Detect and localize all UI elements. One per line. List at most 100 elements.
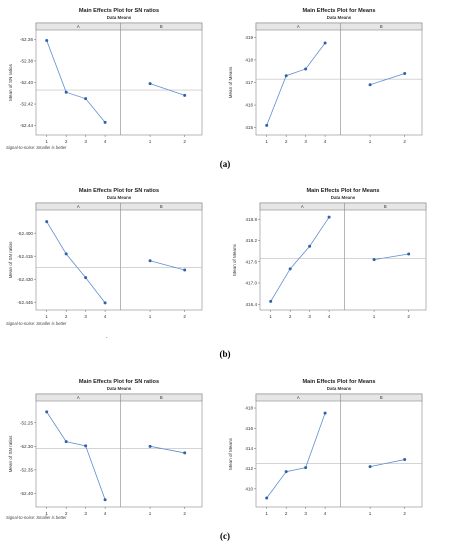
data-point bbox=[327, 215, 331, 219]
series-line bbox=[374, 253, 409, 261]
y-tick-label: -52.445 bbox=[17, 300, 33, 305]
x-tick-label: 3 bbox=[304, 511, 307, 516]
plot-frame bbox=[35, 393, 203, 508]
data-point bbox=[308, 244, 312, 248]
caption-b: (b) bbox=[219, 349, 231, 359]
facet-label: A bbox=[297, 24, 300, 29]
y-tick-label: -52.400 bbox=[17, 231, 33, 236]
chart-title: Main Effects Plot for SN ratios bbox=[79, 379, 159, 385]
y-tick-label: 417 bbox=[245, 80, 253, 85]
y-tick-label: 410 bbox=[245, 486, 253, 491]
y-tick-label: -52.44 bbox=[20, 123, 33, 128]
x-tick-label: 2 bbox=[65, 511, 68, 516]
x-tick-label: 2 bbox=[403, 511, 406, 516]
data-point bbox=[64, 440, 68, 444]
chart-subtitle: Data Means bbox=[327, 386, 352, 391]
x-tick-label: 1 bbox=[45, 139, 48, 144]
y-tick-label: 418 bbox=[245, 406, 253, 411]
data-point bbox=[265, 123, 269, 127]
y-axis-label: Mean of SN ratios bbox=[8, 435, 13, 472]
facet-strip bbox=[255, 393, 423, 402]
x-tick-label: 1 bbox=[45, 511, 48, 516]
facet-label: A bbox=[77, 395, 80, 400]
series-line bbox=[266, 42, 326, 126]
chart-subtitle: Data Means bbox=[107, 15, 132, 20]
x-tick-label: 2 bbox=[285, 511, 288, 516]
facet-strip bbox=[35, 393, 203, 402]
series-line bbox=[369, 73, 405, 86]
data-point bbox=[45, 220, 49, 224]
y-tick-label: -52.415 bbox=[17, 254, 33, 259]
data-point bbox=[84, 97, 88, 101]
y-tick-label: -52.40 bbox=[20, 491, 33, 496]
series-line bbox=[266, 412, 326, 499]
facet-strip bbox=[255, 22, 423, 31]
chart-subtitle: Data Means bbox=[107, 386, 132, 391]
data-point bbox=[84, 444, 88, 448]
data-point bbox=[148, 82, 152, 86]
series-line bbox=[150, 445, 185, 454]
x-tick-label: 1 bbox=[265, 139, 268, 144]
data-point bbox=[64, 252, 68, 256]
y-tick-label: 415 bbox=[245, 125, 253, 130]
x-tick-label: 1 bbox=[149, 511, 152, 516]
facet-label: B bbox=[380, 395, 383, 400]
x-tick-label: 4 bbox=[324, 139, 327, 144]
chart-title: Main Effects Plot for Means bbox=[302, 8, 375, 14]
data-point bbox=[183, 93, 187, 97]
facet-label: A bbox=[297, 395, 300, 400]
data-point bbox=[288, 267, 292, 271]
series-line bbox=[46, 411, 106, 500]
y-tick-label: 416 bbox=[245, 426, 253, 431]
y-tick-label: 418.2 bbox=[246, 238, 258, 243]
caption-c: (c) bbox=[220, 531, 230, 541]
x-tick-label: 2 bbox=[65, 314, 68, 319]
x-tick-label: 2 bbox=[183, 314, 186, 319]
y-tick-label: 417.6 bbox=[246, 259, 258, 264]
data-point bbox=[148, 259, 152, 263]
x-tick-label: 4 bbox=[324, 511, 327, 516]
plot-frame bbox=[259, 202, 427, 311]
series-line bbox=[270, 216, 330, 302]
x-tick-label: 2 bbox=[289, 314, 292, 319]
x-tick-label: 2 bbox=[285, 139, 288, 144]
data-point bbox=[284, 470, 288, 474]
y-tick-label: -52.25 bbox=[20, 420, 33, 425]
facet-label: A bbox=[77, 24, 80, 29]
x-tick-label: 2 bbox=[407, 314, 410, 319]
y-tick-label: -52.38 bbox=[20, 59, 33, 64]
data-point bbox=[103, 120, 107, 124]
data-point bbox=[368, 83, 372, 87]
note-a: Signal-to-noise: Smaller is better bbox=[6, 145, 67, 150]
data-point bbox=[304, 67, 308, 71]
series-line bbox=[149, 83, 185, 96]
chart-subtitle: Data Means bbox=[107, 195, 132, 200]
x-tick-label: 1 bbox=[373, 314, 376, 319]
facet-label: B bbox=[380, 24, 383, 29]
y-axis-label: Mean of Means bbox=[232, 243, 237, 275]
facet-strip bbox=[35, 202, 203, 211]
chart-subtitle: Data Means bbox=[327, 15, 352, 20]
facet-label: B bbox=[160, 395, 163, 400]
data-point bbox=[304, 466, 308, 470]
x-tick-label: 3 bbox=[84, 314, 87, 319]
chart-subtitle: Data Means bbox=[331, 195, 356, 200]
plot-frame bbox=[35, 202, 203, 311]
chart-title: Main Effects Plot for Means bbox=[302, 379, 375, 385]
data-point bbox=[407, 252, 411, 256]
y-tick-label: 412 bbox=[245, 466, 253, 471]
data-point bbox=[323, 411, 327, 415]
x-tick-label: 4 bbox=[104, 139, 107, 144]
y-axis-label: Mean of Means bbox=[228, 66, 233, 98]
y-tick-label: -52.30 bbox=[20, 444, 33, 449]
data-point bbox=[64, 90, 68, 94]
data-point bbox=[284, 74, 288, 78]
series-line bbox=[369, 459, 405, 468]
x-tick-label: 1 bbox=[369, 511, 372, 516]
